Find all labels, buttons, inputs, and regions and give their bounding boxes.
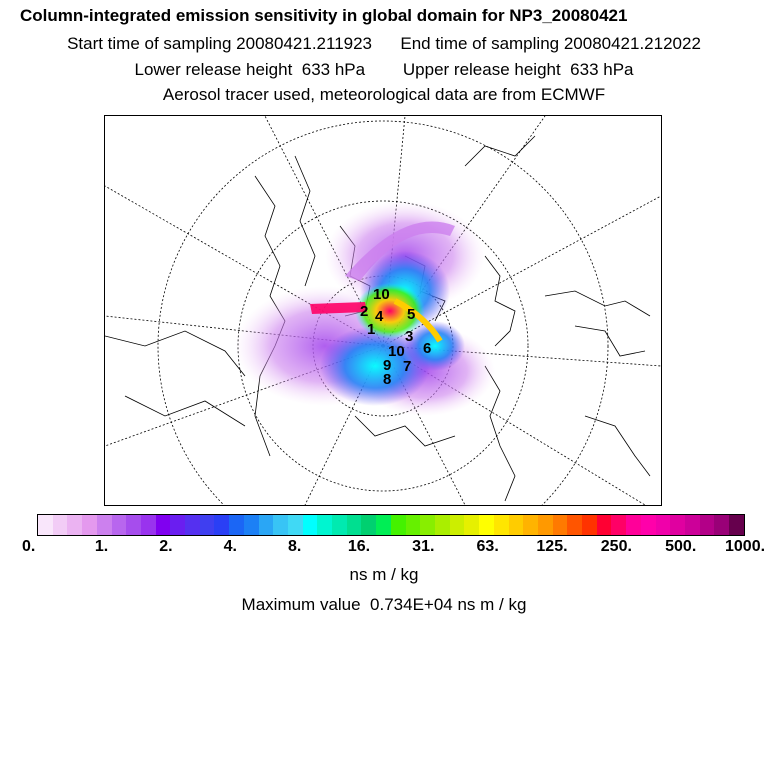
release-labels: 10 5 2 4 1 3 6 7 8 9 10 — [360, 286, 431, 388]
colorbar-segment — [273, 515, 288, 535]
colorbar-tick-label: 1000. — [725, 538, 766, 555]
release-label: 3 — [405, 328, 413, 345]
colorbar-tick-label: 2. — [159, 538, 173, 555]
colorbar-segment — [449, 515, 465, 535]
colorbar-segment — [611, 515, 627, 535]
colorbar-segment — [464, 515, 480, 535]
colorbar-tick-label: 250. — [600, 538, 632, 555]
colorbar-tick-label: 16. — [347, 538, 371, 555]
colorbar-segment — [376, 515, 391, 535]
map-graphic: 10 5 2 4 1 3 6 7 8 9 10 — [105, 116, 661, 505]
colorbar-ticks: 0. 1. 2. 4. 8. 16. 31. 63. 125. 250. 500. 1000. — [0, 538, 768, 560]
colorbar-segment — [714, 515, 730, 535]
colorbar-segment — [596, 515, 612, 535]
colorbar-segment — [126, 515, 141, 535]
colorbar-segment — [420, 515, 435, 535]
colorbar-segment — [479, 515, 494, 535]
release-label: 4 — [375, 308, 384, 325]
colorbar-segment — [508, 515, 524, 535]
colorbar-segment — [199, 515, 215, 535]
release-heights: Lower release height 633 hPa Upper relea… — [0, 60, 768, 80]
colorbar-tick-label: 0. — [22, 538, 36, 555]
colorbar — [37, 514, 745, 536]
sampling-times: Start time of sampling 20080421.211923 E… — [0, 34, 768, 54]
colorbar-segment — [670, 515, 685, 535]
colorbar-segment — [567, 515, 583, 535]
colorbar-segment — [82, 515, 97, 535]
map-panel: 10 5 2 4 1 3 6 7 8 9 10 — [104, 115, 662, 506]
tracer-note: Aerosol tracer used, meteorological data… — [162, 85, 606, 104]
colorbar-segment — [229, 515, 244, 535]
colorbar-segment — [258, 515, 274, 535]
colorbar-tick-label: 1. — [94, 538, 109, 555]
release-label: 10 — [373, 286, 390, 303]
colorbar-segment — [552, 515, 568, 535]
colorbar-segment — [493, 515, 509, 535]
colorbar-tick-label: 63. — [476, 538, 499, 555]
colorbar-segment — [655, 515, 671, 535]
colorbar-tick-label: 500. — [665, 538, 697, 555]
release-label: 10 — [388, 343, 405, 360]
release-label: 2 — [360, 303, 368, 320]
maximum-value: Maximum value 0.734E+04 ns m / kg — [241, 595, 527, 614]
colorbar-segment — [170, 515, 186, 535]
colorbar-segment — [640, 515, 656, 535]
colorbar-segment — [52, 515, 68, 535]
release-label: 7 — [403, 358, 411, 375]
colorbar-segment — [140, 515, 156, 535]
release-label: 5 — [407, 306, 415, 323]
colorbar-segment — [361, 515, 377, 535]
plot-title: Column-integrated emission sensitivity i… — [20, 6, 628, 25]
colorbar-segment — [523, 515, 538, 535]
colorbar-segment — [390, 515, 406, 535]
colorbar-segment — [729, 515, 744, 535]
colorbar-segment — [699, 515, 715, 535]
colorbar-tick-label: 4. — [223, 538, 237, 555]
colorbar-segment — [684, 515, 700, 535]
colorbar-segment — [67, 515, 83, 535]
colorbar-segment — [96, 515, 112, 535]
upper-release-height: Upper release height 633 hPa — [402, 60, 634, 79]
colorbar-segment — [287, 515, 303, 535]
colorbar-segment — [111, 515, 127, 535]
release-label: 6 — [423, 340, 431, 357]
end-time: End time of sampling 20080421.212022 — [400, 34, 701, 53]
lower-release-height: Lower release height 633 hPa — [134, 60, 366, 79]
release-label: 1 — [367, 321, 375, 338]
colorbar-segment — [155, 515, 171, 535]
colorbar-segment — [346, 515, 362, 535]
release-label: 9 — [383, 357, 391, 374]
colorbar-segment — [38, 515, 53, 535]
colorbar-tick-label: 125. — [536, 538, 568, 555]
sensitivity-field — [235, 201, 495, 416]
release-label: 8 — [383, 371, 391, 388]
colorbar-tick-label: 8. — [287, 538, 302, 555]
colorbar-segment — [214, 515, 230, 535]
colorbar-segment — [332, 515, 347, 535]
colorbar-units: ns m / kg — [349, 565, 419, 584]
colorbar-segment — [243, 515, 259, 535]
colorbar-segment — [537, 515, 553, 535]
colorbar-segment — [434, 515, 450, 535]
colorbar-segment — [185, 515, 200, 535]
colorbar-segment — [582, 515, 597, 535]
colorbar-segment — [302, 515, 318, 535]
colorbar-segment — [317, 515, 333, 535]
start-time: Start time of sampling 20080421.211923 — [67, 34, 373, 53]
colorbar-tick-label: 31. — [412, 538, 435, 555]
colorbar-segment — [626, 515, 641, 535]
colorbar-segment — [405, 515, 421, 535]
